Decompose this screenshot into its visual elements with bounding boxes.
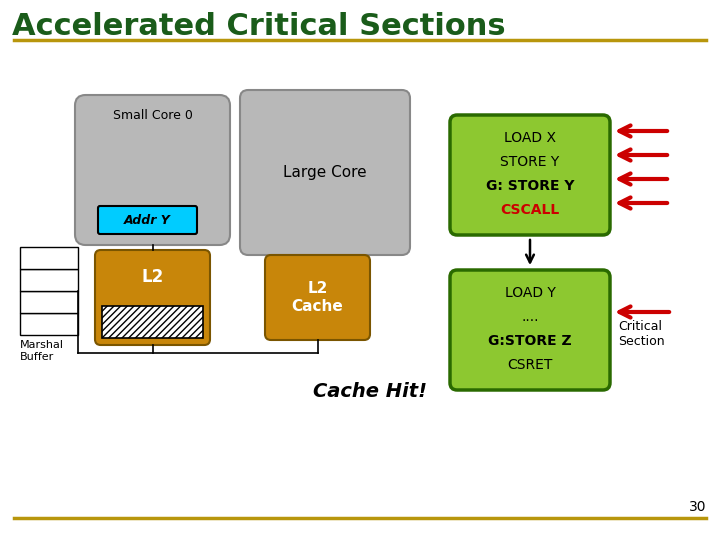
FancyBboxPatch shape (75, 95, 230, 245)
FancyBboxPatch shape (265, 255, 370, 340)
FancyBboxPatch shape (98, 206, 197, 234)
Bar (20, 247, 78, 269)
Text: Marshal
Buffer: Marshal Buffer (20, 340, 64, 362)
Text: LOAD Y: LOAD Y (505, 286, 555, 300)
FancyBboxPatch shape (450, 270, 610, 390)
Text: Addr Y: Addr Y (124, 213, 171, 226)
FancyBboxPatch shape (240, 90, 410, 255)
Text: CSCALL: CSCALL (500, 203, 559, 217)
Text: Large Core: Large Core (283, 165, 366, 180)
FancyBboxPatch shape (450, 115, 610, 235)
Text: LOAD X: LOAD X (504, 131, 556, 145)
Text: STORE Y: STORE Y (500, 155, 559, 169)
Text: G:STORE Z: G:STORE Z (488, 334, 572, 348)
Bar (20, 269, 78, 291)
Text: ....: .... (521, 310, 539, 324)
Text: CSRET: CSRET (508, 358, 553, 372)
Text: Critical
Section: Critical Section (618, 320, 665, 348)
Text: Accelerated Critical Sections: Accelerated Critical Sections (12, 12, 505, 41)
Bar (102, 306, 203, 338)
Text: Small Core 0: Small Core 0 (112, 109, 192, 122)
Bar (20, 313, 78, 335)
Text: G: STORE Y: G: STORE Y (486, 179, 575, 193)
Text: L2: L2 (141, 268, 163, 286)
Text: Cache Hit!: Cache Hit! (313, 382, 427, 401)
Text: L2
Cache: L2 Cache (292, 281, 343, 314)
FancyBboxPatch shape (95, 250, 210, 345)
Bar (20, 291, 78, 313)
Text: 30: 30 (688, 500, 706, 514)
